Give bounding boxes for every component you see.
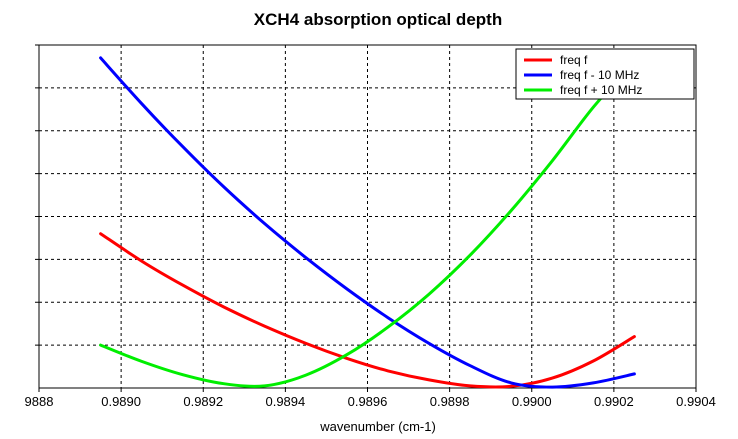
x-tick-label: 9888 xyxy=(25,394,54,409)
x-axis-label: wavenumber (cm-1) xyxy=(319,419,436,434)
x-tick-label: 0.9900 xyxy=(512,394,552,409)
x-tick-label: 0.9894 xyxy=(265,394,305,409)
x-tick-label: 0.9904 xyxy=(676,394,716,409)
series-line-3 xyxy=(99,59,636,388)
x-tick-label: 0.9896 xyxy=(348,394,388,409)
x-tick-label: 0.9892 xyxy=(183,394,223,409)
x-tick-label: 0.9898 xyxy=(430,394,470,409)
chart-title: XCH4 absorption optical depth xyxy=(254,10,502,29)
legend-label: freq f xyxy=(560,53,588,67)
x-tick-label: 0.9902 xyxy=(594,394,634,409)
x-tick-label: 0.9890 xyxy=(101,394,141,409)
legend-label: freq f + 10 MHz xyxy=(560,83,642,97)
plot-area: 9888 0.9890 0.9892 0.9894 0.9896 0.9898 0.9900… xyxy=(25,44,716,409)
series-line-2 xyxy=(99,56,636,389)
legend-label: freq f - 10 MHz xyxy=(560,68,639,82)
series-line-1 xyxy=(99,232,636,389)
